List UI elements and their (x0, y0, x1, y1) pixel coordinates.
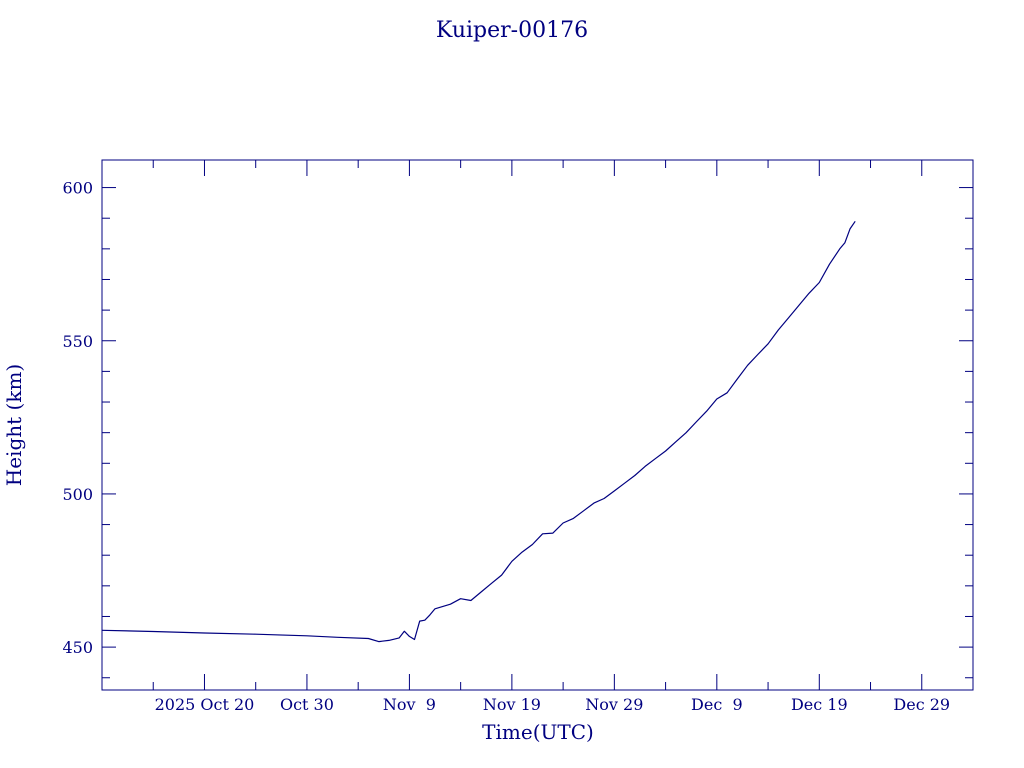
x-ticks: 2025 Oct 20 Oct 30 Nov 9 Nov 19 Nov 29 Dec 9 D… (152, 160, 950, 714)
y-tick-label: 500 (62, 485, 93, 504)
y-ticks: 450 500 550 600 (62, 179, 973, 679)
plot-frame (101, 159, 974, 691)
x-tick-label: Dec 9 (691, 695, 743, 714)
y-tick-label: 550 (62, 332, 93, 351)
x-tick-label: Oct 30 (280, 695, 334, 714)
series-line (101, 220, 856, 643)
x-tick-label: Dec 29 (893, 695, 950, 714)
x-axis-label: Time(UTC) (482, 720, 594, 744)
y-axis-label: Height (km) (2, 364, 26, 486)
x-tick-label: Nov 9 (383, 695, 436, 714)
series-layer (101, 220, 856, 643)
y-tick-label: 600 (62, 179, 93, 198)
x-tick-label: Dec 19 (791, 695, 848, 714)
x-tick-label: 2025 Oct 20 (155, 695, 255, 714)
y-tick-label: 450 (62, 638, 93, 657)
x-tick-label: Nov 19 (483, 695, 541, 714)
chart-title: Kuiper-00176 (436, 18, 588, 43)
x-tick-label: Nov 29 (585, 695, 643, 714)
